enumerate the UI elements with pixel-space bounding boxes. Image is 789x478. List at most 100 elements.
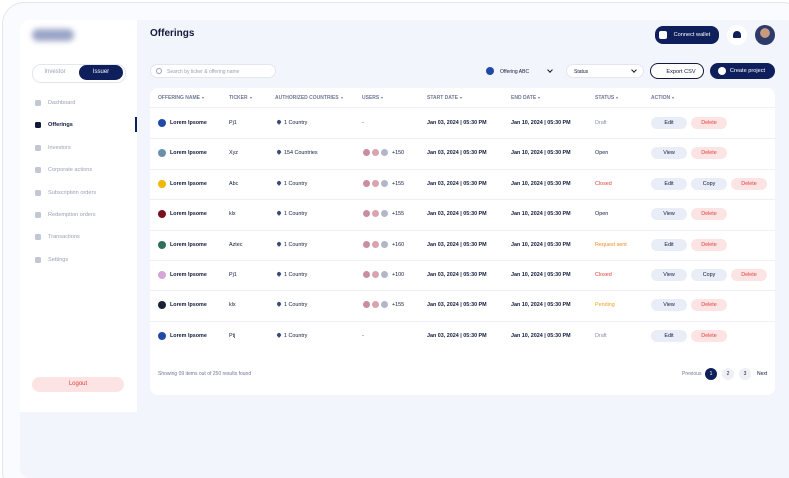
countries: 1 Country xyxy=(284,332,308,339)
action-button[interactable]: Delete xyxy=(691,147,727,160)
ticker: klx xyxy=(229,302,236,309)
action-button[interactable]: View xyxy=(651,269,687,281)
page-button[interactable]: 2 xyxy=(722,368,734,380)
pagination-next[interactable]: Next xyxy=(757,371,768,377)
action-button[interactable]: Copy xyxy=(691,269,727,281)
create-project-button[interactable]: Create project xyxy=(710,63,775,79)
action-button[interactable]: Delete xyxy=(691,117,727,129)
action-button[interactable]: Edit xyxy=(651,117,687,129)
search-input[interactable]: Search by ticker & offering name xyxy=(150,64,276,78)
users-count: - xyxy=(362,120,364,126)
ticker: Aztec xyxy=(229,241,243,248)
action-button[interactable]: Delete xyxy=(691,238,727,251)
nav-item[interactable]: Redemption orders xyxy=(48,212,96,218)
users-count: +100 xyxy=(392,272,405,278)
offering-filter[interactable]: Offering ABC xyxy=(484,64,560,78)
user-avatar xyxy=(371,300,380,310)
user-avatar xyxy=(371,239,380,249)
start-date: Jan 03, 2024 | 05:30 PM xyxy=(427,272,487,278)
export-csv-button[interactable]: Export CSV xyxy=(650,63,704,79)
status: Open xyxy=(595,211,609,218)
user-avatar xyxy=(371,178,380,188)
end-date: Jan 10, 2024 | 05:30 PM xyxy=(511,272,571,278)
column-header[interactable]: END DATE xyxy=(511,95,540,102)
action-button[interactable]: View xyxy=(651,208,687,221)
user-avatar xyxy=(362,209,371,219)
column-header[interactable]: TICKER xyxy=(229,95,252,102)
action-button[interactable]: Delete xyxy=(691,299,727,312)
row-separator xyxy=(150,260,775,261)
role-issuer[interactable]: Issuer xyxy=(79,65,123,80)
ticker: Pj1 xyxy=(229,120,237,126)
row-separator xyxy=(150,320,775,322)
action-button[interactable]: Delete xyxy=(691,329,727,342)
end-date: Jan 10, 2024 | 05:30 PM xyxy=(511,180,571,187)
column-header[interactable]: START DATE xyxy=(427,95,462,102)
offering-icon xyxy=(158,119,166,127)
column-header[interactable]: USERS xyxy=(362,95,383,102)
nav-item[interactable]: Offerings xyxy=(48,122,73,129)
offering-name: Lorem Ipsome xyxy=(170,120,207,126)
nav-item[interactable]: Settings xyxy=(48,256,69,263)
user-avatar xyxy=(380,239,389,249)
status-filter[interactable]: Status xyxy=(566,64,644,78)
offering-icon xyxy=(158,149,166,158)
nav-item[interactable]: Transactions xyxy=(48,234,80,241)
offering-name: Lorem Ipsome xyxy=(170,211,207,218)
offering-name: Lorem Ipsome xyxy=(170,241,207,248)
nav-item[interactable]: Dashboard xyxy=(48,100,76,106)
action-button[interactable]: Delete xyxy=(731,269,767,281)
offering-name: Lorem Ipsome xyxy=(170,272,207,278)
action-button[interactable]: Copy xyxy=(691,177,727,190)
status: Closed xyxy=(595,272,612,278)
user-avatar[interactable] xyxy=(755,25,775,45)
action-button[interactable]: Delete xyxy=(691,208,727,221)
nav-icon xyxy=(35,256,41,263)
status: Pending xyxy=(595,302,615,309)
action-button[interactable]: Edit xyxy=(651,177,687,190)
column-header[interactable]: AUTHORIZED COUNTRIES xyxy=(275,95,343,102)
plus-icon xyxy=(718,67,726,75)
offering-icon xyxy=(158,210,166,219)
nav-icon xyxy=(35,234,41,241)
page-button[interactable]: 3 xyxy=(739,368,751,380)
action-button[interactable]: View xyxy=(651,299,687,312)
page-button[interactable]: 1 xyxy=(705,368,717,380)
start-date: Jan 03, 2024 | 05:30 PM xyxy=(427,150,487,157)
column-header[interactable]: ACTION xyxy=(651,95,674,102)
countries: 1 Country xyxy=(284,180,308,187)
nav-icon xyxy=(35,189,41,196)
header-separator xyxy=(150,107,775,108)
start-date: Jan 03, 2024 | 05:30 PM xyxy=(427,332,487,339)
pagination-previous[interactable]: Previous xyxy=(682,371,702,377)
role-investor[interactable]: Investor xyxy=(44,69,66,75)
connect-wallet-button[interactable]: Connect wallet xyxy=(655,26,719,44)
users-count: +155 xyxy=(392,302,405,309)
start-date: Jan 03, 2024 | 05:30 PM xyxy=(427,302,487,309)
countries: 1 Country xyxy=(284,120,308,126)
start-date: Jan 03, 2024 | 05:30 PM xyxy=(427,180,487,187)
users-count: +155 xyxy=(392,211,405,218)
status: Draft xyxy=(595,332,607,339)
start-date: Jan 03, 2024 | 05:30 PM xyxy=(427,241,487,248)
search-icon xyxy=(156,68,162,74)
end-date: Jan 10, 2024 | 05:30 PM xyxy=(511,120,571,126)
user-avatar xyxy=(380,270,389,279)
column-header[interactable]: STATUS xyxy=(595,95,618,102)
logout-button[interactable]: Logout xyxy=(32,377,124,392)
users-count: +155 xyxy=(392,180,405,187)
nav-item[interactable]: Corporate actions xyxy=(48,167,93,174)
row-separator xyxy=(150,199,775,201)
nav-icon xyxy=(35,144,41,151)
status: Draft xyxy=(595,120,607,126)
nav-item[interactable]: Subscription orders xyxy=(48,189,97,196)
countries: 1 Country xyxy=(284,211,308,218)
user-avatar xyxy=(371,148,380,158)
action-button[interactable]: View xyxy=(651,147,687,160)
action-button[interactable]: Edit xyxy=(651,329,687,342)
nav-item[interactable]: Investors xyxy=(48,144,71,151)
column-header[interactable]: OFFERING NAME xyxy=(158,95,204,102)
users-count: +160 xyxy=(392,241,405,248)
action-button[interactable]: Delete xyxy=(731,177,767,190)
action-button[interactable]: Edit xyxy=(651,238,687,251)
